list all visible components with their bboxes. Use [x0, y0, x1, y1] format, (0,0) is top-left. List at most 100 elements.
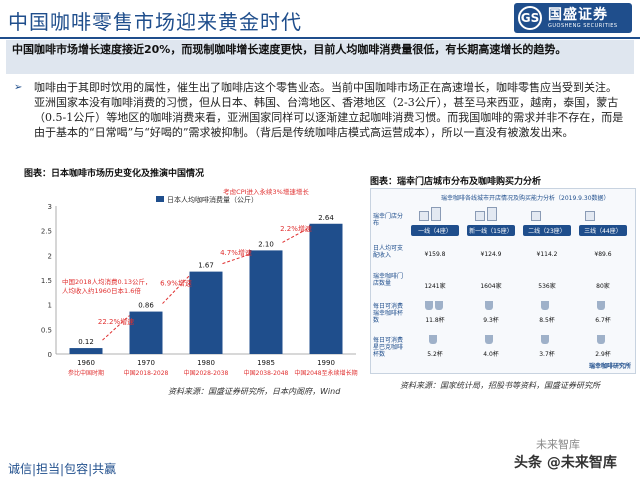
- bar-value-label: 1.67: [198, 262, 214, 270]
- income-2: ¥124.9: [480, 251, 502, 258]
- page-title: 中国咖啡零售市场迎来黄金时代: [8, 10, 302, 34]
- annotation-china-2018: 中国2018人均消费0.13公斤，人均收入约1960日本1.6倍: [62, 277, 152, 295]
- coffee-cup-icon: [541, 301, 549, 310]
- building-icon: [431, 207, 441, 221]
- bar-value-label: 0.86: [138, 302, 154, 310]
- luckin-cups-1: 11.8杯: [425, 317, 445, 324]
- luckin-cups-2: 9.3杯: [483, 317, 499, 324]
- x-tick-label: 1970: [137, 359, 155, 367]
- starbucks-cups-4: 2.9杯: [595, 351, 611, 358]
- source-left: 资料来源：国盛证券研究所，日本内阁府，Wind: [168, 387, 341, 396]
- coffee-cup-icon: [597, 301, 605, 310]
- growth-arrow: [282, 227, 310, 243]
- building-icon: [531, 211, 541, 221]
- growth-label: 2.2%增速: [280, 224, 312, 233]
- coffee-consumption-chart: 0 0.5 1 1.5 2 2.5 3 日本人均咖啡消费量（公斤） 0.12 1960 参比中国时期…: [41, 187, 358, 377]
- y-tick-label: 0: [48, 351, 52, 359]
- coffee-cup-icon: [435, 301, 443, 310]
- income-3: ¥114.2: [536, 251, 558, 258]
- row-label-luckin: 每日可消费瑞幸咖啡杯数: [373, 303, 404, 324]
- watermark-top: 未来智库: [536, 438, 580, 451]
- building-icon: [419, 211, 429, 221]
- tier-3: 二线（23座）: [523, 225, 571, 236]
- building-icon: [475, 211, 485, 221]
- source-right: 资料来源：国家统计局，招股书等资料，国盛证券研究所: [400, 381, 600, 390]
- coffee-cup-icon: [425, 301, 433, 310]
- starbucks-cups-1: 5.2杯: [427, 351, 443, 358]
- bullet-arrow-icon: ➢: [14, 82, 23, 93]
- building-icon: [585, 211, 595, 221]
- luckin-infographic: 瑞幸咖啡各线城市开店情况及购买能力分析（2019.9.30数据） 瑞幸门店分布 …: [370, 188, 636, 374]
- coffee-cup-icon: [597, 335, 605, 344]
- x-tick-label: 1985: [257, 359, 275, 367]
- bar-value-label: 2.64: [318, 214, 334, 222]
- bar-value-label: 2.10: [258, 240, 274, 248]
- income-4: ¥89.6: [594, 251, 612, 258]
- footer-slogan: 诚信|担当|包容|共赢: [8, 462, 117, 476]
- summary-box: 中国咖啡市场增长速度接近20%，而现制咖啡增长速度更快，目前人均咖啡消费量很低，…: [6, 40, 634, 74]
- brand-logo: GS 国盛证券 GUOSHENG SECURITIES: [514, 3, 632, 33]
- header-divider: [0, 37, 640, 39]
- growth-label: 6.9%增速: [160, 279, 192, 288]
- legend-swatch: [156, 196, 164, 202]
- infographic-title: 瑞幸咖啡各线城市开店情况及购买能力分析（2019.9.30数据）: [441, 195, 610, 202]
- legend-label: 日本人均咖啡消费量（公斤）: [167, 195, 258, 204]
- bar: [189, 271, 223, 354]
- y-tick-label: 3: [48, 203, 52, 211]
- y-tick-label: 2: [48, 252, 52, 260]
- growth-label: 22.2%增速: [98, 317, 134, 326]
- x-sub-label: 中国2048至永续增长期: [294, 369, 357, 377]
- bar-value-label: 0.12: [78, 338, 94, 346]
- header: 中国咖啡零售市场迎来黄金时代 GS 国盛证券 GUOSHENG SECURITI…: [0, 0, 640, 36]
- coffee-cup-icon: [485, 301, 493, 310]
- caption-right: 图表：瑞幸门店城市分布及咖啡购买力分析: [370, 177, 542, 187]
- logo-english: GUOSHENG SECURITIES: [548, 22, 618, 29]
- logo-icon: GS: [518, 6, 542, 30]
- growth-arrow: [162, 275, 190, 304]
- luckin-cups-4: 6.7杯: [595, 317, 611, 324]
- bullet-paragraph: ➢ 咖啡由于其即时饮用的属性，催生出了咖啡店这个零售业态。当前中国咖啡市场正在高…: [14, 80, 626, 140]
- x-tick-label: 1990: [317, 359, 335, 367]
- coffee-cup-icon: [541, 335, 549, 344]
- x-tick-label: 1960: [77, 359, 95, 367]
- growth-arrow: [102, 315, 130, 341]
- stores-3: 536家: [538, 283, 556, 290]
- coffee-cup-icon: [429, 335, 437, 344]
- bullet-text: 咖啡由于其即时饮用的属性，催生出了咖啡店这个零售业态。当前中国咖啡市场正在高速增…: [34, 81, 624, 139]
- y-tick-label: 1.5: [41, 277, 52, 285]
- y-tick-label: 2.5: [41, 228, 52, 236]
- x-sub-label: 参比中国时期: [68, 369, 104, 377]
- bar: [249, 250, 283, 354]
- luckin-cups-3: 8.5杯: [539, 317, 555, 324]
- y-tick-label: 0.5: [41, 326, 52, 334]
- coffee-cup-icon: [485, 335, 493, 344]
- bar: [309, 223, 343, 354]
- y-tick-label: 1: [48, 302, 52, 310]
- row-label-income: 日人均可支配收入: [373, 245, 404, 259]
- x-sub-label: 中国2028-2038: [184, 369, 229, 377]
- logo-name: 国盛证券: [548, 6, 608, 23]
- row-label-starbucks: 每日可消费星巴克咖啡杯数: [373, 337, 404, 358]
- bar: [69, 348, 103, 354]
- tier-1: 一线（4座）: [411, 225, 459, 236]
- infographic-logo: 瑞幸咖啡研究所: [588, 363, 631, 370]
- building-icon: [487, 207, 497, 221]
- starbucks-cups-3: 3.7杯: [539, 351, 555, 358]
- growth-label: 4.7%增速: [220, 248, 252, 257]
- stores-1: 1241家: [424, 283, 446, 290]
- stores-2: 1604家: [480, 283, 502, 290]
- row-label-stores: 瑞幸门店分布: [373, 213, 404, 227]
- income-1: ¥159.8: [424, 251, 446, 258]
- starbucks-cups-2: 4.0杯: [483, 351, 499, 358]
- tier-2: 新一线（15座）: [467, 225, 515, 236]
- row-label-count: 瑞幸咖啡门店数量: [373, 273, 404, 287]
- annotation-cpi: 考虑CPI进入永续3%增速增长: [223, 187, 309, 196]
- x-sub-label: 中国2018-2028: [124, 369, 169, 377]
- tier-4: 三线（44座）: [579, 225, 627, 236]
- x-sub-label: 中国2038-2048: [244, 369, 289, 377]
- stores-4: 80家: [596, 283, 610, 290]
- x-tick-label: 1980: [197, 359, 215, 367]
- caption-left: 图表：日本咖啡市场历史变化及推演中国情况: [24, 169, 205, 179]
- bar: [129, 311, 163, 354]
- watermark-bottom: 头条 @未来智库: [514, 455, 617, 471]
